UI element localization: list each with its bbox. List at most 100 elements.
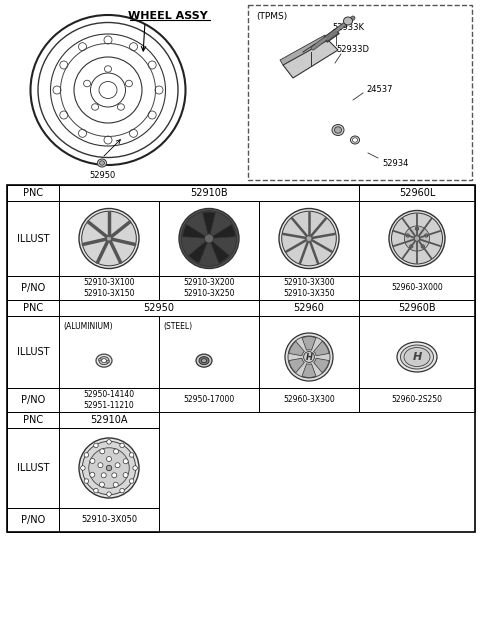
Text: ILLUST: ILLUST bbox=[17, 463, 49, 473]
Bar bbox=[7, 428, 59, 508]
Text: 52960: 52960 bbox=[294, 303, 324, 313]
Ellipse shape bbox=[98, 463, 103, 468]
Ellipse shape bbox=[98, 358, 101, 361]
Text: PNC: PNC bbox=[23, 188, 43, 198]
Bar bbox=[359, 388, 475, 412]
Ellipse shape bbox=[415, 227, 419, 230]
Text: H: H bbox=[412, 352, 421, 362]
Ellipse shape bbox=[202, 359, 206, 363]
Text: 52950: 52950 bbox=[89, 171, 115, 180]
Bar bbox=[259, 276, 359, 300]
Ellipse shape bbox=[120, 443, 124, 447]
Ellipse shape bbox=[400, 345, 433, 369]
Ellipse shape bbox=[113, 482, 118, 487]
Ellipse shape bbox=[392, 213, 443, 264]
Bar bbox=[59, 185, 359, 201]
Ellipse shape bbox=[179, 209, 239, 268]
Ellipse shape bbox=[335, 126, 341, 134]
Text: (ALUMINIUM): (ALUMINIUM) bbox=[63, 322, 113, 331]
Bar bbox=[7, 316, 59, 388]
Text: 52950-14140
52951-11210: 52950-14140 52951-11210 bbox=[84, 390, 134, 410]
Ellipse shape bbox=[89, 447, 129, 489]
Text: 52910-3X200
52910-3X250: 52910-3X200 52910-3X250 bbox=[183, 278, 235, 298]
Ellipse shape bbox=[279, 209, 339, 268]
Bar bbox=[359, 300, 475, 316]
Text: 52960-3X000: 52960-3X000 bbox=[391, 284, 443, 293]
Bar bbox=[259, 316, 359, 388]
Ellipse shape bbox=[199, 357, 209, 365]
Ellipse shape bbox=[285, 333, 333, 381]
Text: 52960B: 52960B bbox=[398, 303, 436, 313]
Wedge shape bbox=[203, 212, 216, 234]
Ellipse shape bbox=[133, 465, 137, 470]
Text: 52933D: 52933D bbox=[336, 46, 370, 55]
Bar bbox=[159, 276, 259, 300]
Ellipse shape bbox=[282, 211, 336, 266]
Ellipse shape bbox=[82, 211, 136, 266]
Bar bbox=[359, 185, 475, 201]
Bar bbox=[59, 508, 159, 532]
Ellipse shape bbox=[82, 441, 136, 495]
Ellipse shape bbox=[99, 357, 109, 365]
Bar bbox=[59, 428, 159, 508]
Ellipse shape bbox=[123, 459, 128, 464]
Ellipse shape bbox=[196, 354, 212, 367]
Ellipse shape bbox=[306, 235, 312, 242]
Ellipse shape bbox=[107, 440, 111, 444]
Bar bbox=[248, 5, 472, 180]
Bar bbox=[159, 316, 259, 388]
Ellipse shape bbox=[204, 234, 214, 243]
Bar bbox=[7, 185, 475, 532]
Text: PNC: PNC bbox=[23, 415, 43, 425]
Text: 24537: 24537 bbox=[366, 85, 393, 94]
Text: 52910-3X300
52910-3X350: 52910-3X300 52910-3X350 bbox=[283, 278, 335, 298]
Ellipse shape bbox=[84, 453, 89, 457]
Ellipse shape bbox=[101, 473, 106, 478]
Ellipse shape bbox=[115, 463, 120, 468]
Bar bbox=[7, 388, 59, 412]
Bar bbox=[259, 300, 359, 316]
Text: 52960-2S250: 52960-2S250 bbox=[392, 395, 443, 404]
Text: P/NO: P/NO bbox=[21, 395, 45, 405]
Bar bbox=[59, 276, 159, 300]
Polygon shape bbox=[283, 40, 338, 78]
Ellipse shape bbox=[99, 160, 105, 165]
Ellipse shape bbox=[107, 360, 109, 363]
Ellipse shape bbox=[421, 245, 424, 248]
Ellipse shape bbox=[94, 443, 98, 447]
Text: 52933K: 52933K bbox=[332, 22, 364, 31]
Ellipse shape bbox=[107, 456, 111, 462]
Text: 52934: 52934 bbox=[383, 159, 409, 168]
Bar bbox=[59, 316, 159, 388]
Wedge shape bbox=[313, 358, 329, 372]
Ellipse shape bbox=[79, 438, 139, 498]
Bar bbox=[59, 300, 259, 316]
Ellipse shape bbox=[94, 489, 98, 493]
Wedge shape bbox=[289, 358, 304, 372]
Bar bbox=[7, 300, 59, 316]
Wedge shape bbox=[189, 241, 207, 263]
Ellipse shape bbox=[406, 234, 409, 237]
Bar bbox=[59, 388, 159, 412]
Ellipse shape bbox=[90, 473, 95, 477]
Ellipse shape bbox=[409, 245, 413, 248]
Ellipse shape bbox=[332, 125, 344, 135]
Ellipse shape bbox=[389, 211, 445, 266]
Wedge shape bbox=[313, 342, 329, 356]
Text: 52910-3X050: 52910-3X050 bbox=[81, 516, 137, 525]
Ellipse shape bbox=[288, 336, 330, 378]
Text: H: H bbox=[305, 352, 312, 361]
Wedge shape bbox=[183, 225, 205, 238]
Text: 52960L: 52960L bbox=[399, 188, 435, 198]
Ellipse shape bbox=[414, 236, 420, 241]
Bar bbox=[59, 201, 159, 276]
Ellipse shape bbox=[101, 359, 107, 363]
Ellipse shape bbox=[404, 347, 430, 367]
Ellipse shape bbox=[397, 342, 437, 372]
Bar bbox=[259, 201, 359, 276]
Text: 52950-17000: 52950-17000 bbox=[183, 395, 235, 404]
Wedge shape bbox=[211, 241, 229, 263]
Text: P/NO: P/NO bbox=[21, 515, 45, 525]
Bar bbox=[359, 316, 475, 388]
Ellipse shape bbox=[404, 226, 430, 251]
